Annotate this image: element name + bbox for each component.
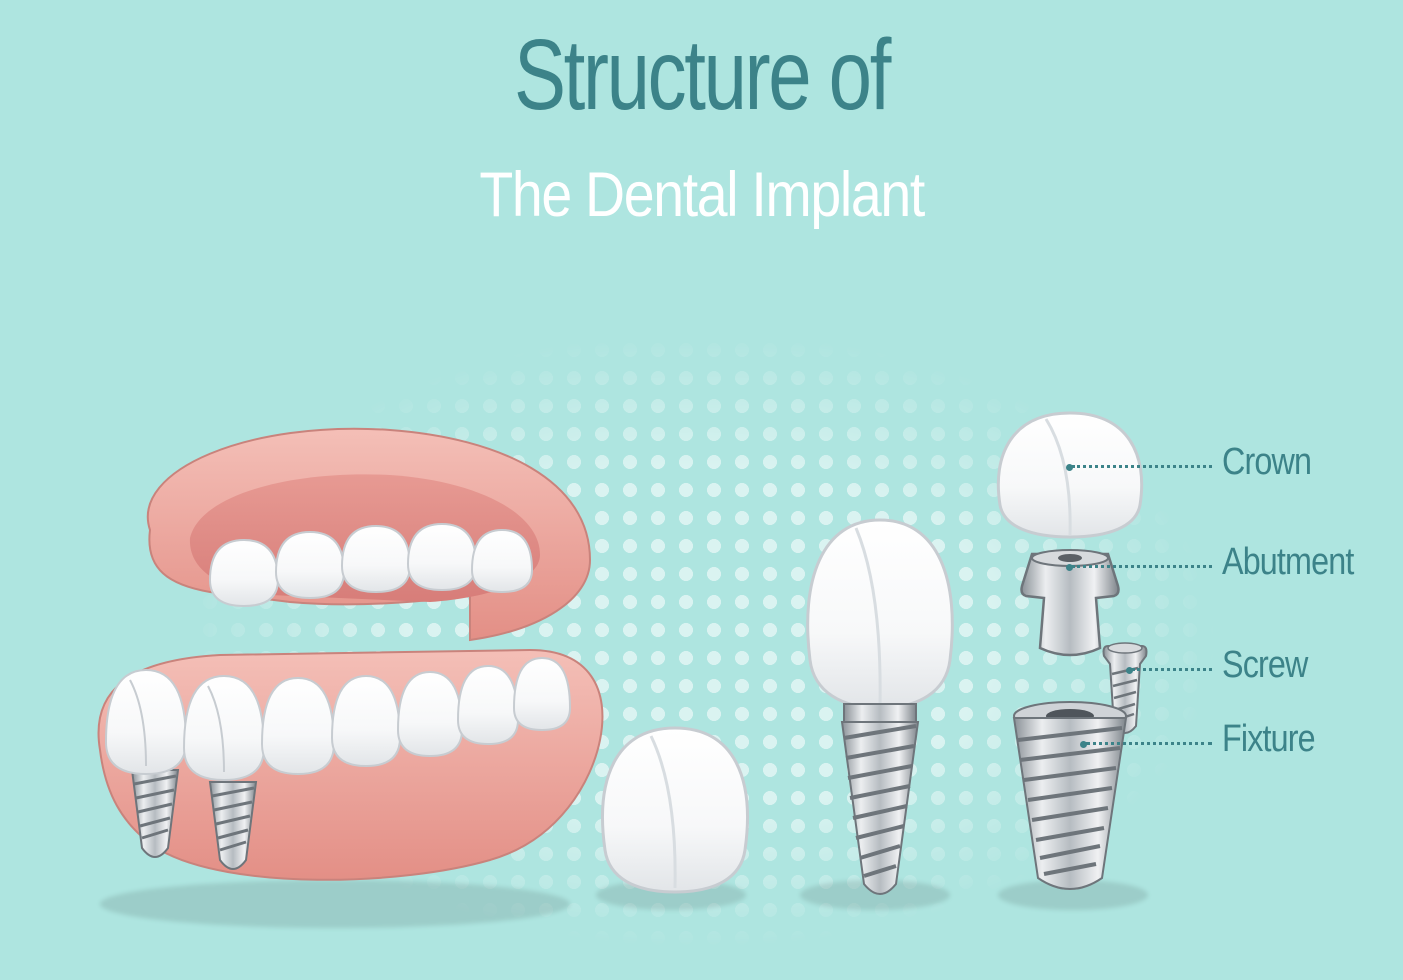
exploded-fixture <box>1002 700 1138 895</box>
part-label: Screw <box>1222 644 1307 687</box>
title-block: Structure of The Dental Implant <box>0 18 1403 247</box>
title-line-2: The Dental Implant <box>479 159 924 231</box>
label-leader <box>1072 465 1212 468</box>
single-tooth <box>595 720 755 895</box>
label-leader <box>1132 668 1212 671</box>
assembled-implant <box>800 510 960 900</box>
title-ribbon: The Dental Implant <box>401 147 1002 247</box>
title-line-1: Structure of <box>154 18 1248 133</box>
label-leader <box>1072 565 1212 568</box>
ribbon-end-right-icon <box>1002 167 1034 227</box>
ribbon-end-left-icon <box>369 167 401 227</box>
part-label: Crown <box>1222 441 1311 484</box>
part-label: Abutment <box>1222 541 1353 584</box>
exploded-crown <box>990 405 1150 540</box>
part-label: Fixture <box>1222 718 1315 761</box>
label-leader <box>1086 742 1212 745</box>
infographic-canvas: Structure of The Dental Implant <box>0 0 1403 980</box>
jaw-model <box>70 420 610 890</box>
